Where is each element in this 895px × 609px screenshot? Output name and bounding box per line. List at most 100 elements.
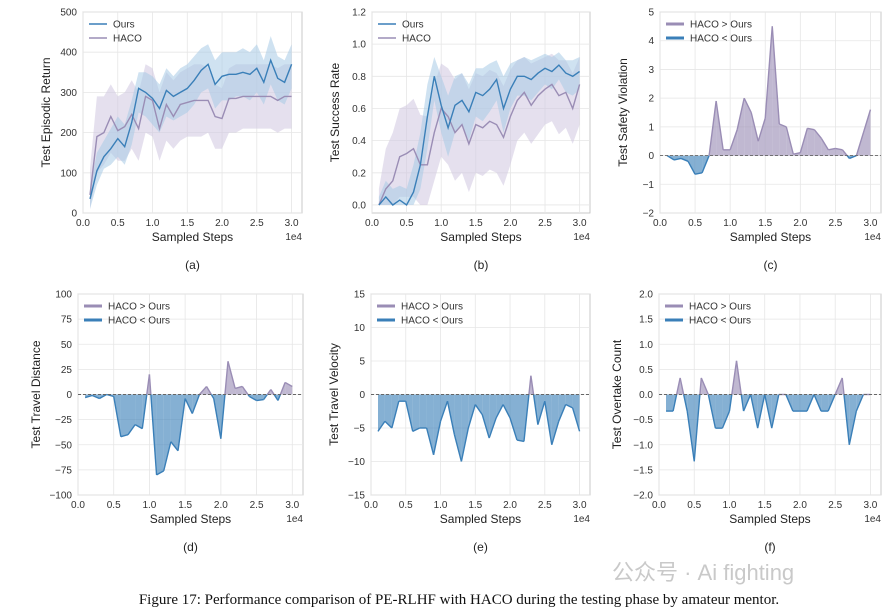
y-axis-label: Test Episodic Return (39, 57, 53, 167)
area-edge (687, 160, 696, 175)
x-tick-label: 2.0 (793, 218, 807, 229)
area-edge (694, 172, 703, 175)
x-axis: 0.0 0.5 1.0 1.5 2.0 2.5 3.0 (653, 12, 878, 229)
area-edge (740, 394, 745, 412)
x-tick-label: 0.0 (653, 218, 667, 229)
y-axis-label: Test Travel Distance (29, 340, 43, 448)
y-axis-label: Test Overtake Count (610, 339, 624, 449)
y-tick-label: −2.0 (633, 491, 653, 502)
area-segment (821, 394, 829, 412)
area-segment (558, 394, 566, 422)
y-tick-label: −1.0 (633, 440, 653, 451)
area-edge (693, 394, 701, 462)
area-edge (156, 470, 165, 476)
area-edge (284, 381, 293, 388)
series-line-haco (89, 95, 292, 195)
legend: HACO > Ours HACO < Ours (377, 302, 463, 327)
area-segment (737, 98, 745, 156)
y-tick-label: −2 (643, 209, 655, 220)
area-edge (432, 421, 442, 455)
area-edge (170, 441, 179, 452)
area-edge (841, 377, 845, 395)
area-edge (699, 377, 702, 395)
area-segment (163, 394, 171, 471)
area-edge (224, 361, 229, 395)
legend-label: HACO (113, 34, 142, 45)
y-axis-label: Test Success Rate (328, 62, 342, 162)
area-edge (210, 394, 215, 399)
area-edge (141, 394, 148, 429)
area-edge (234, 385, 243, 390)
y-tick-label: 25 (61, 365, 73, 376)
x-tick-label: 1.0 (723, 500, 737, 511)
area-edge (749, 394, 759, 429)
area-edge (835, 147, 843, 151)
legend-label: HACO > Ours (401, 302, 463, 313)
x-offset-label: 1e4 (285, 232, 302, 243)
series-line-ours (378, 64, 580, 207)
x-tick-label: 1.0 (434, 500, 448, 511)
area-segment (828, 148, 836, 156)
area-segment (510, 394, 517, 441)
x-tick-label: 0.5 (111, 218, 125, 229)
legend-label: Ours (113, 20, 135, 31)
x-tick-label: 0.5 (687, 500, 701, 511)
y-axis: −15 −10 −5 0 5 10 15 (348, 290, 590, 502)
y-tick-label: −15 (348, 491, 365, 502)
area-edge (756, 394, 766, 429)
x-offset-label: 1e4 (864, 232, 881, 243)
y-tick-label: 3 (648, 65, 654, 76)
area-segment (666, 394, 674, 412)
plot-marks (660, 26, 881, 175)
area-edge (528, 375, 532, 395)
area-edge (184, 398, 193, 414)
legend-label: HACO (402, 34, 431, 45)
area-edge (757, 118, 766, 142)
y-tick-label: 1.5 (639, 315, 653, 326)
area-edge (743, 97, 752, 113)
y-tick-label: 100 (55, 290, 72, 301)
area-segment (433, 394, 441, 455)
y-tick-label: 0.6 (352, 104, 366, 115)
area-edge (495, 404, 504, 419)
area-segment (744, 98, 752, 156)
area-edge (273, 394, 279, 401)
area-edge (551, 421, 560, 445)
area-edge (502, 404, 511, 419)
area-segment (461, 394, 469, 462)
x-tick-label: 3.0 (864, 218, 878, 229)
band-ours (90, 36, 292, 209)
x-tick-label: 3.0 (285, 218, 299, 229)
legend-label: HACO < Ours (689, 316, 751, 327)
legend: HACO > Ours HACO < Ours (665, 302, 751, 327)
area-edge (460, 427, 470, 462)
series-line-haco (378, 83, 581, 206)
x-offset-label: 1e4 (573, 232, 590, 243)
area-segment (551, 394, 559, 445)
area-edge (806, 394, 815, 412)
area-edge (771, 394, 780, 429)
area-segment (285, 382, 293, 395)
area-edge (565, 403, 573, 409)
area-edge (263, 394, 268, 400)
area-edge (731, 360, 738, 395)
legend-label: HACO < Ours (690, 34, 752, 45)
area-segment (468, 394, 476, 428)
area-edge (453, 434, 463, 462)
area-edge (862, 109, 872, 133)
area-edge (377, 420, 386, 432)
panel-label: (f) (764, 540, 775, 554)
area-segment (120, 394, 128, 437)
x-tick-label: 0.5 (399, 500, 413, 511)
area-edge (439, 400, 449, 422)
series-line-ours (89, 58, 293, 200)
y-tick-label: 400 (60, 48, 77, 59)
x-tick-label: 2.5 (538, 500, 552, 511)
area-edge (425, 427, 435, 455)
chart-panel-3: 0.0 0.5 1.0 1.5 2.0 2.5 3.0 −2 −1 0 1 2 3 4 5 Sampled S… (616, 8, 881, 273)
x-tick-label: 2.0 (214, 500, 228, 511)
area-edge (666, 154, 675, 161)
area-edge (205, 386, 212, 395)
area-edge (828, 147, 836, 151)
area-edge (841, 149, 848, 157)
